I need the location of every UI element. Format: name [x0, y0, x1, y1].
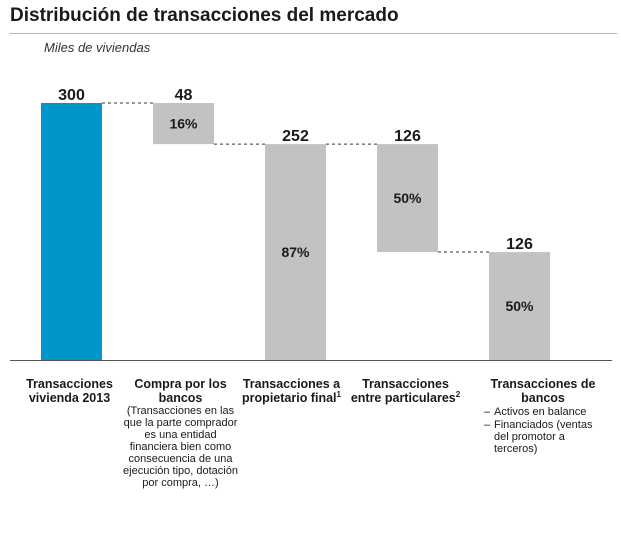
footnote-marker: 1 [336, 389, 341, 399]
bar-bancos-venta [489, 252, 550, 360]
value-label: 126 [394, 128, 421, 145]
category-label-bancos-venta: Transacciones de bancos Activos en balan… [484, 377, 602, 456]
percent-label: 87% [281, 244, 310, 260]
bar-viviendas [41, 103, 102, 360]
value-label: 300 [58, 87, 85, 104]
category-label-propietario: Transacciones a propietario final1 [234, 377, 349, 405]
bar-propietario [265, 144, 326, 360]
percent-label: 16% [169, 116, 198, 132]
list-item: Activos en balance [484, 406, 602, 418]
chart-title: Distribución de transacciones del mercad… [10, 5, 399, 26]
percent-label: 50% [393, 190, 422, 206]
category-title: Compra por los bancos [134, 377, 227, 405]
category-title: Transacciones vivienda 2013 [26, 377, 113, 405]
category-label-particulares: Transacciones entre particulares2 [348, 377, 463, 405]
footnote-marker: 2 [455, 389, 461, 399]
value-label: 126 [506, 236, 533, 253]
category-title: Transacciones a propietario final [242, 377, 341, 405]
bar-particulares [377, 144, 438, 253]
value-label: 252 [282, 128, 309, 145]
bar-bancos-compra [153, 103, 214, 145]
category-label-bancos-compra: Compra por los bancos (Transacciones en … [123, 377, 238, 489]
list-item: Financiados (ventas del promotor a terce… [484, 419, 602, 455]
percent-label: 50% [505, 298, 534, 314]
value-label: 48 [175, 87, 193, 104]
waterfall-chart: 300 48 16% 252 87% 126 50% 126 50% [10, 87, 612, 361]
category-note: (Transacciones en las que la parte compr… [123, 405, 238, 489]
category-list: Activos en balance Financiados (ventas d… [484, 406, 602, 455]
title-divider [10, 33, 617, 34]
category-title: Transacciones de bancos [490, 377, 596, 405]
chart-subtitle: Miles de viviendas [44, 40, 151, 55]
category-label-viviendas: Transacciones vivienda 2013 [12, 377, 127, 405]
category-title: Transacciones entre particulares [350, 377, 456, 405]
